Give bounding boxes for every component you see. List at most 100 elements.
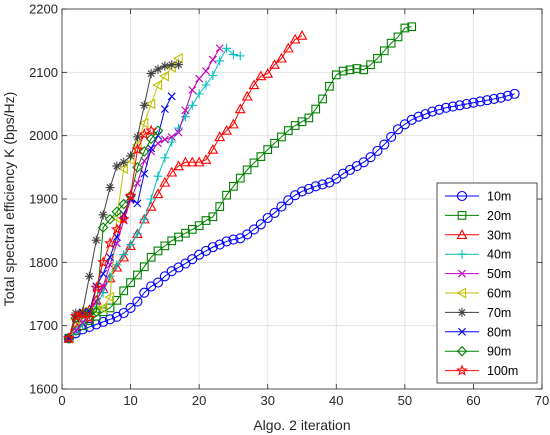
data-point-10m bbox=[283, 195, 294, 206]
legend-marker bbox=[457, 211, 467, 220]
y-tick-labels: 1600 1700 1800 1900 2000 2100 2200 bbox=[29, 2, 58, 397]
x-axis-label: Algo. 2 iteration bbox=[253, 417, 350, 433]
data-point-80m bbox=[160, 105, 169, 114]
legend-label: 40m bbox=[487, 248, 511, 262]
data-point-90m bbox=[111, 206, 123, 217]
data-point-20m bbox=[222, 190, 231, 200]
legend-label: 100m bbox=[487, 364, 518, 378]
data-point-10m bbox=[482, 95, 493, 106]
data-point-30m bbox=[125, 240, 137, 251]
data-point-100m bbox=[104, 237, 116, 249]
data-point-10m bbox=[475, 96, 486, 107]
data-point-40m bbox=[187, 100, 197, 110]
data-point-40m bbox=[105, 271, 115, 281]
x-tick-label: 30 bbox=[260, 393, 274, 408]
data-point-20m bbox=[105, 303, 115, 313]
data-point-70m bbox=[112, 161, 122, 171]
data-point-20m bbox=[208, 212, 218, 222]
data-point-60m bbox=[145, 98, 156, 110]
data-point-40m bbox=[71, 327, 81, 337]
y-tick-label: 2000 bbox=[29, 128, 58, 143]
data-point-40m bbox=[180, 112, 190, 122]
data-point-10m bbox=[139, 287, 150, 298]
data-point-40m bbox=[153, 171, 163, 181]
data-point-100m bbox=[76, 308, 89, 320]
data-point-50m bbox=[78, 318, 87, 327]
legend-item-70m: 70m bbox=[445, 306, 511, 320]
data-point-20m bbox=[386, 38, 396, 48]
x-tick-label: 0 bbox=[58, 393, 65, 408]
data-point-60m bbox=[97, 302, 108, 314]
data-point-20m bbox=[400, 23, 410, 33]
data-point-50m bbox=[133, 179, 142, 188]
data-point-90m bbox=[97, 222, 109, 233]
grid-lines bbox=[62, 9, 542, 389]
data-point-40m bbox=[167, 137, 177, 147]
data-point-30m bbox=[207, 143, 219, 154]
data-point-30m bbox=[186, 156, 198, 167]
data-point-70m bbox=[78, 307, 88, 317]
data-point-10m bbox=[495, 92, 506, 103]
data-point-40m bbox=[215, 56, 225, 66]
data-point-50m bbox=[195, 74, 204, 83]
legend-item-60m: 60m bbox=[445, 287, 511, 301]
series-100m bbox=[62, 124, 158, 344]
x-tick-labels: 0 10 20 30 40 50 60 70 bbox=[58, 393, 549, 408]
legend-item-30m: 30m bbox=[445, 228, 511, 242]
x-tick-label: 20 bbox=[192, 393, 206, 408]
data-point-20m bbox=[352, 64, 362, 73]
data-point-40m bbox=[235, 51, 245, 61]
data-point-40m bbox=[139, 214, 149, 224]
series-70m bbox=[64, 60, 184, 343]
series-line-40m bbox=[68, 47, 241, 339]
data-point-80m bbox=[106, 253, 114, 262]
data-point-10m bbox=[427, 106, 438, 117]
data-point-70m bbox=[153, 64, 163, 74]
data-point-100m bbox=[62, 332, 75, 344]
data-point-10m bbox=[447, 101, 458, 112]
legend-item-50m: 50m bbox=[445, 267, 511, 281]
data-point-70m bbox=[167, 60, 177, 70]
x-tick-label: 50 bbox=[398, 393, 412, 408]
y-tick-label: 1900 bbox=[29, 192, 58, 207]
data-point-20m bbox=[277, 132, 286, 142]
data-point-10m bbox=[461, 98, 472, 110]
data-point-10m bbox=[365, 152, 376, 163]
data-point-70m bbox=[105, 183, 115, 193]
legend-label: 80m bbox=[487, 325, 511, 339]
data-point-20m bbox=[393, 32, 403, 42]
data-point-30m bbox=[296, 29, 308, 40]
x-tick-label: 60 bbox=[466, 393, 480, 408]
y-axis-label: Total spectral efficiency K (bps/Hz) bbox=[1, 92, 17, 307]
data-point-30m bbox=[214, 131, 226, 142]
data-point-10m bbox=[440, 102, 452, 113]
legend-label: 30m bbox=[487, 228, 511, 242]
legend-marker bbox=[456, 229, 468, 239]
data-point-90m bbox=[104, 213, 116, 225]
y-tick-label: 1700 bbox=[29, 318, 58, 333]
data-point-10m bbox=[296, 186, 308, 197]
data-point-60m bbox=[104, 291, 115, 303]
data-point-10m bbox=[420, 109, 431, 120]
legend-label: 20m bbox=[487, 209, 511, 223]
data-point-10m bbox=[276, 201, 287, 212]
data-point-20m bbox=[407, 22, 417, 32]
data-point-20m bbox=[345, 65, 355, 75]
data-point-50m bbox=[208, 55, 217, 64]
data-point-40m bbox=[194, 89, 204, 99]
data-point-40m bbox=[126, 240, 136, 250]
data-point-10m bbox=[502, 90, 513, 101]
data-point-70m bbox=[84, 271, 94, 281]
data-point-10m bbox=[406, 114, 417, 125]
data-point-30m bbox=[269, 59, 281, 69]
data-point-20m bbox=[366, 60, 375, 70]
legend-item-80m: 80m bbox=[445, 325, 511, 339]
series-10m bbox=[63, 88, 520, 344]
legend-marker bbox=[456, 364, 468, 376]
data-point-20m bbox=[146, 252, 156, 262]
data-point-50m bbox=[160, 135, 169, 144]
data-point-100m bbox=[83, 311, 96, 324]
data-point-10m bbox=[331, 173, 342, 184]
legend-marker bbox=[457, 307, 467, 317]
